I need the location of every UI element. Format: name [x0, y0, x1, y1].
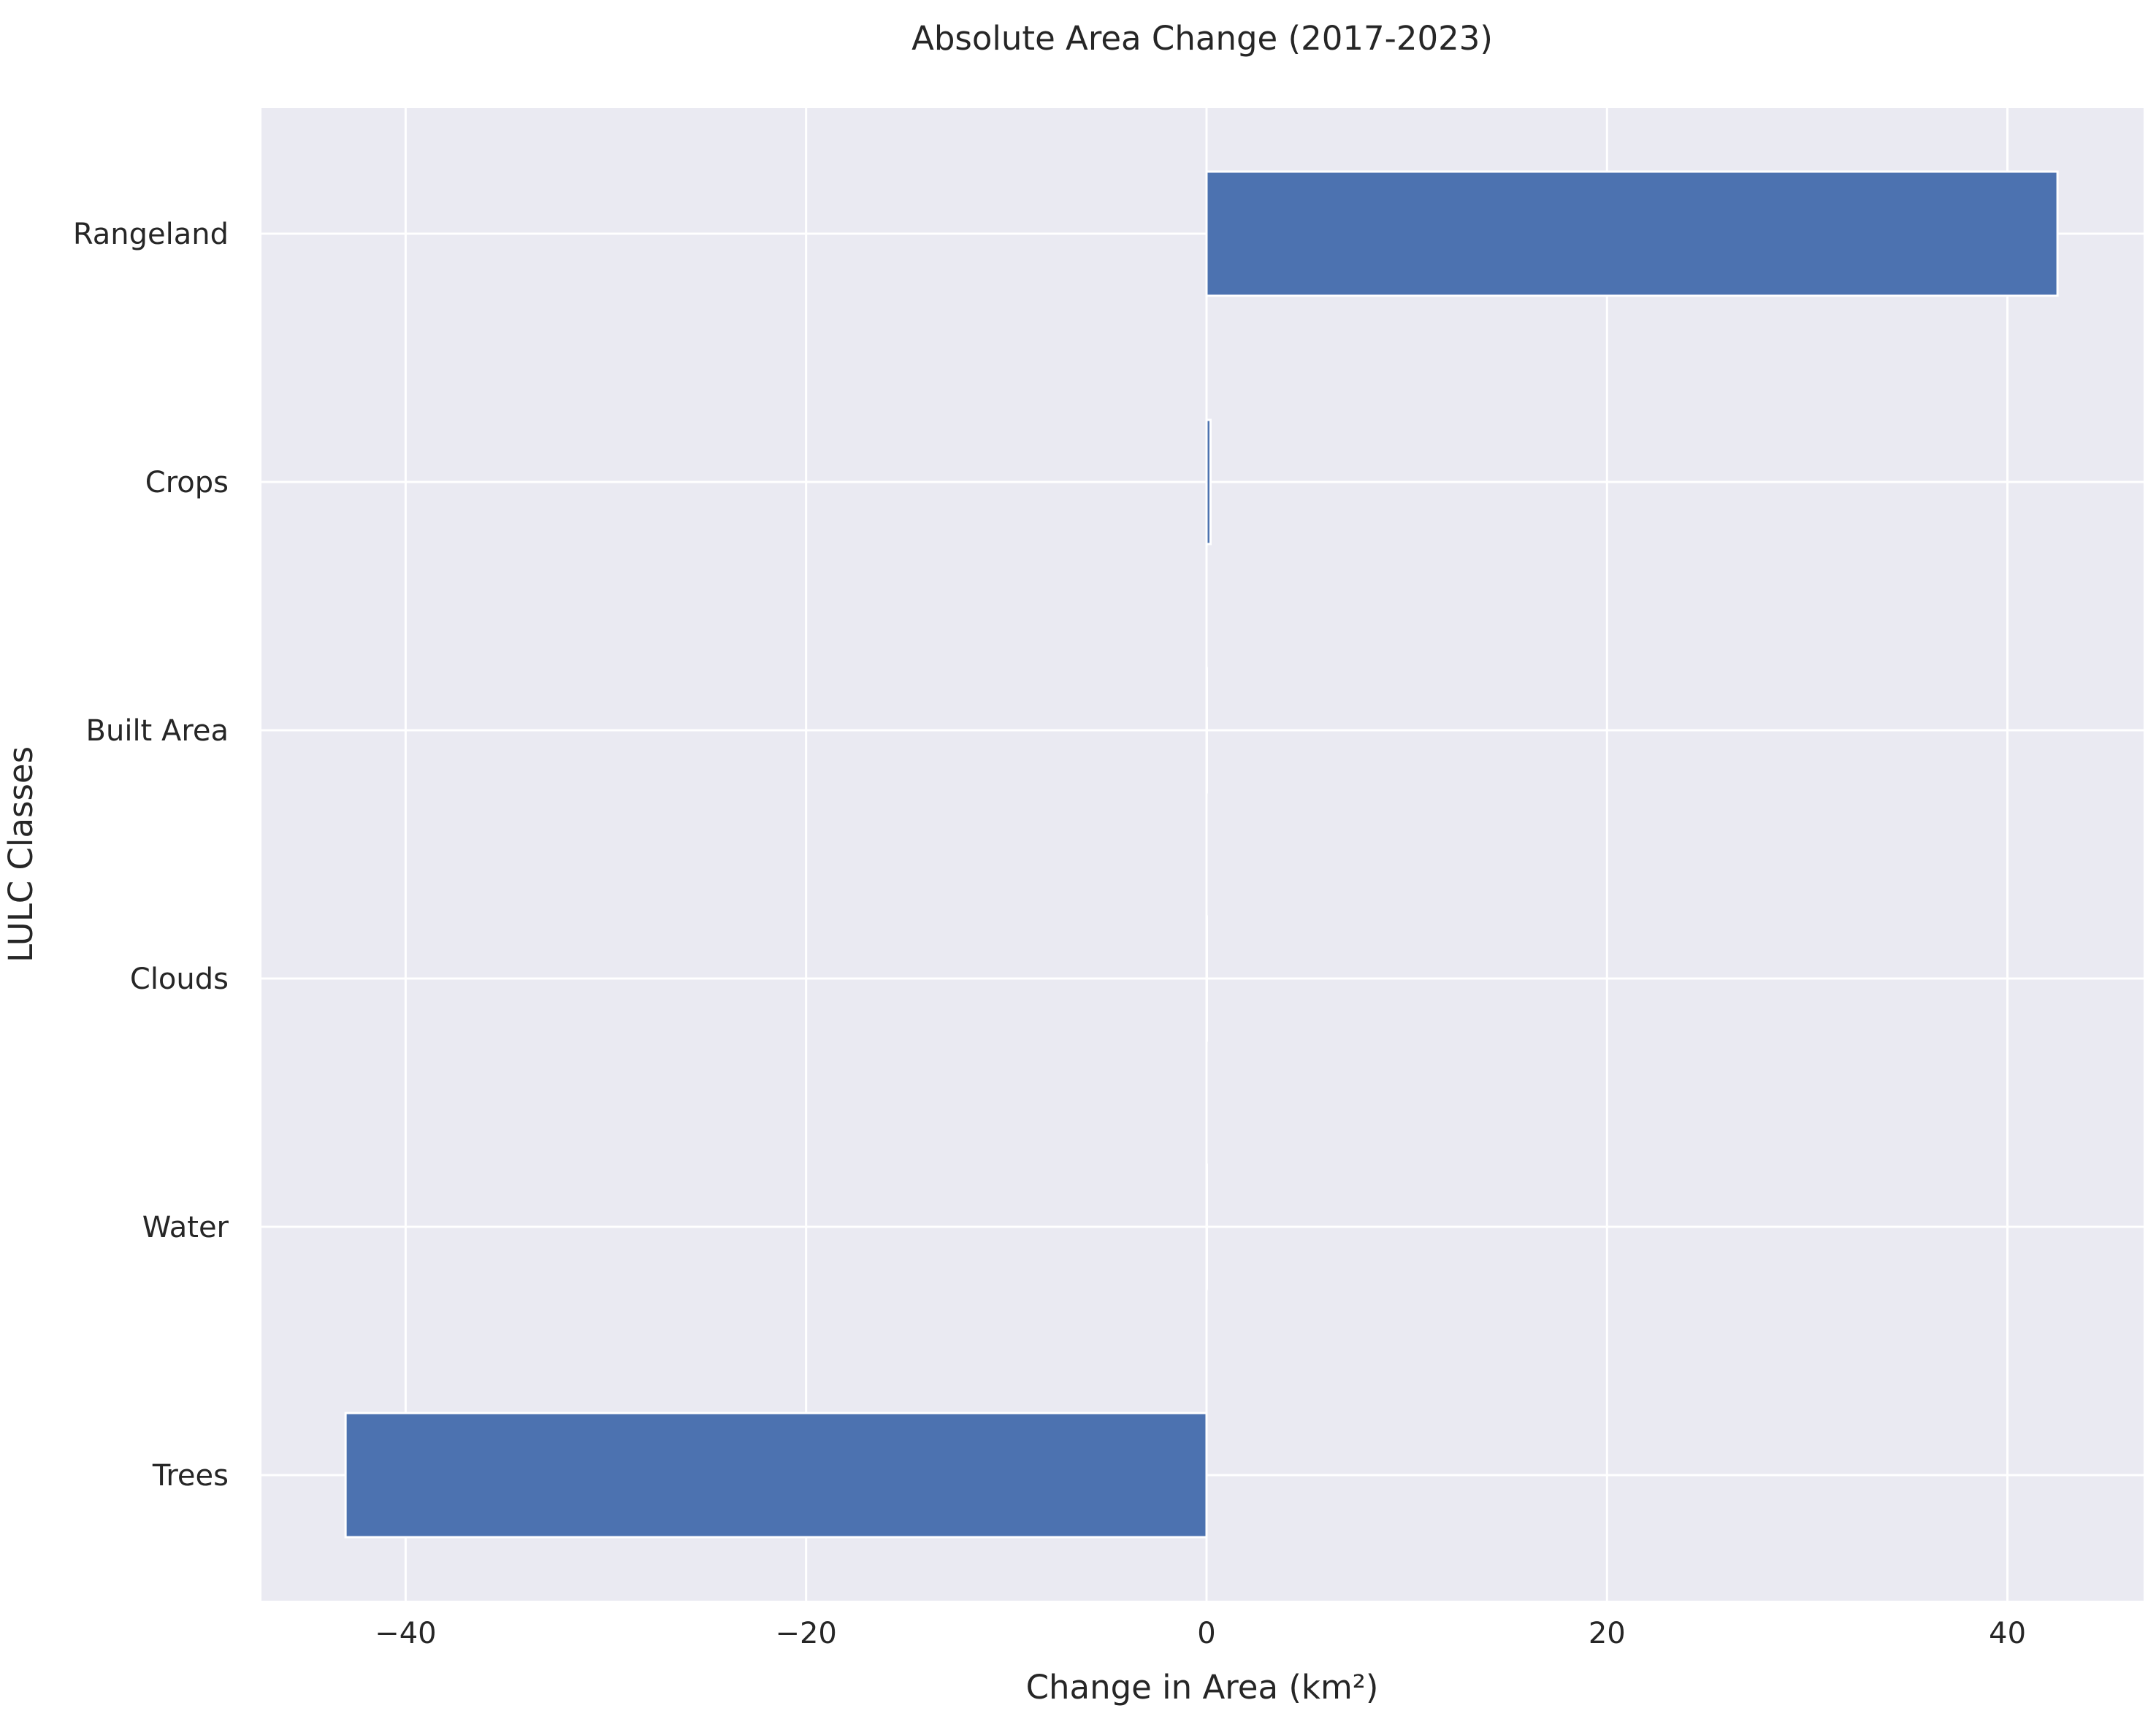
y-tick-label: Rangeland: [73, 218, 229, 251]
x-tick-label: 0: [1197, 1617, 1215, 1650]
y-tick-label: Built Area: [86, 714, 229, 748]
bars: [344, 170, 2059, 1539]
y-tick-label: Water: [142, 1211, 229, 1244]
x-axis-label: Change in Area (km²): [1026, 1668, 1379, 1707]
y-tick-label: Clouds: [130, 962, 229, 996]
x-tick-labels: −40 −20 0 20 40: [375, 1617, 2026, 1650]
chart-title: Absolute Area Change (2017-2023): [911, 19, 1493, 58]
bar-crops: [1205, 418, 1212, 545]
y-axis-label: LULC Classes: [1, 746, 40, 962]
x-tick-label: −40: [375, 1617, 436, 1650]
y-tick-labels: Rangeland Crops Built Area Clouds Water Trees: [73, 218, 229, 1493]
y-tick-label: Trees: [152, 1459, 229, 1493]
bar-rangeland: [1205, 170, 2059, 297]
x-tick-label: 40: [1989, 1617, 2026, 1650]
y-tick-label: Crops: [145, 466, 229, 499]
x-tick-label: −20: [775, 1617, 836, 1650]
plot-area: [261, 108, 2144, 1601]
bar-trees: [344, 1412, 1208, 1539]
x-tick-label: 20: [1589, 1617, 1626, 1650]
